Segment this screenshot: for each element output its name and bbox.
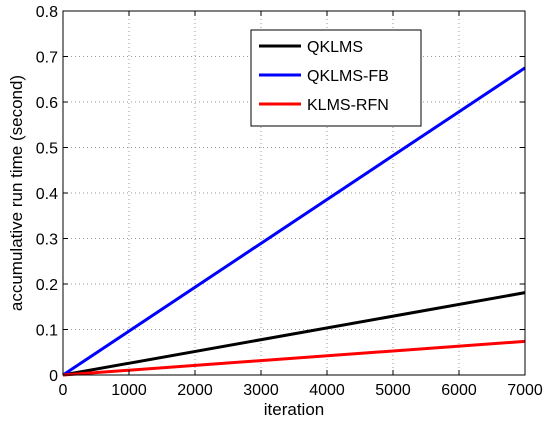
series-lines: [62, 66, 526, 377]
x-tick-label: 2000: [177, 382, 213, 399]
x-tick-label: 6000: [441, 382, 477, 399]
y-tick-label: 0.4: [36, 186, 58, 203]
y-tick-label: 0.6: [36, 95, 58, 112]
x-tick-label: 7000: [507, 382, 543, 399]
x-tick-label: 1000: [111, 382, 147, 399]
y-tick-label: 0.7: [36, 50, 58, 67]
y-tick-label: 0.5: [36, 141, 58, 158]
legend: QKLMS QKLMS-FB KLMS-RFN: [250, 29, 422, 127]
x-tick-label: 0: [59, 382, 68, 399]
legend-label: KLMS-RFN: [307, 97, 389, 114]
legend-label: QKLMS: [307, 39, 363, 56]
tick-marks: [62, 10, 526, 376]
x-tick-label: 3000: [243, 382, 279, 399]
legend-label: QKLMS-FB: [307, 68, 389, 85]
x-tick-labels: 0 1000 2000 3000 4000 5000 6000 7000: [59, 382, 543, 399]
y-tick-label: 0: [49, 368, 58, 385]
series-line-qklms: [62, 291, 526, 377]
x-axis-label: iteration: [264, 400, 324, 419]
series-line-klms-rfn: [62, 339, 526, 377]
y-axis-label: accumulative run time (second): [7, 75, 26, 311]
y-tick-label: 0.8: [36, 4, 58, 21]
series-line-qklms-fb: [62, 66, 526, 377]
x-tick-label: 5000: [375, 382, 411, 399]
y-tick-label: 0.3: [36, 232, 58, 249]
y-tick-label: 0.2: [36, 277, 58, 294]
y-tick-labels: 0 0.1 0.2 0.3 0.4 0.5 0.6 0.7 0.8: [36, 4, 58, 385]
y-tick-label: 0.1: [36, 323, 58, 340]
x-tick-label: 4000: [309, 382, 345, 399]
